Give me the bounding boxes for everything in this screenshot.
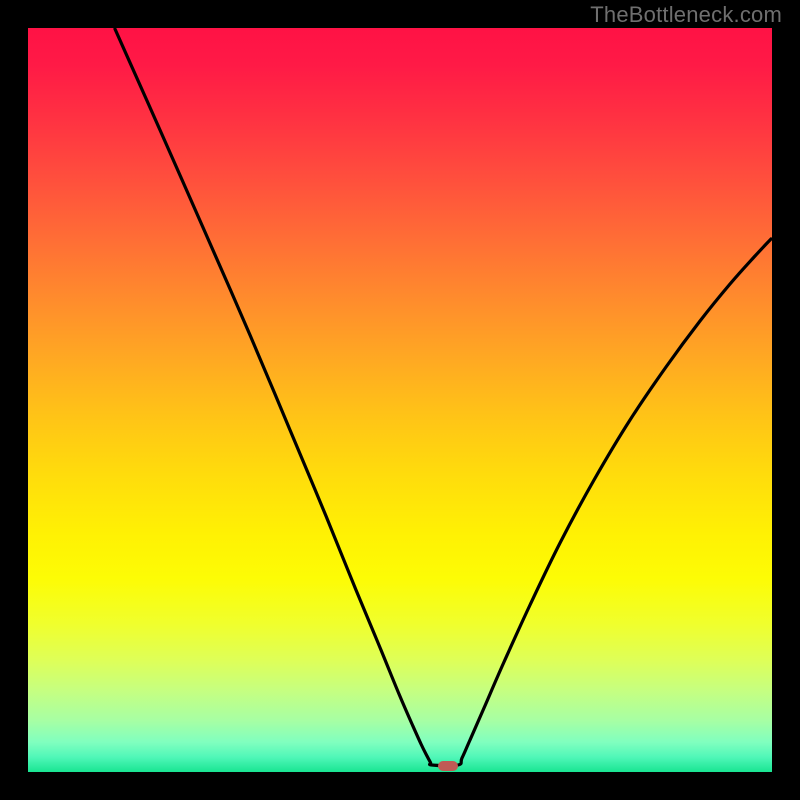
bottleneck-chart [0,0,800,800]
watermark-label: TheBottleneck.com [590,2,782,28]
chart-container: TheBottleneck.com [0,0,800,800]
